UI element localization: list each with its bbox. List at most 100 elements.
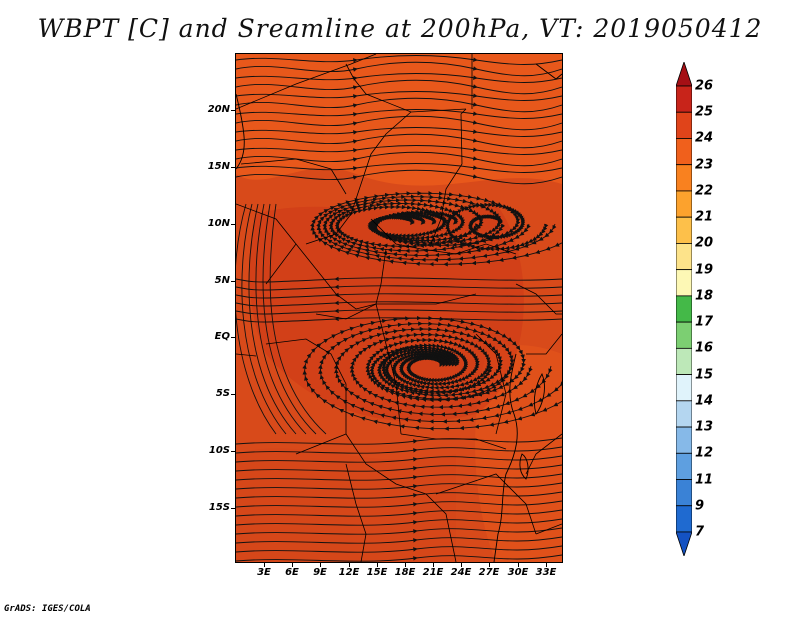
colorbar-label: 9 <box>695 498 705 514</box>
streamline <box>236 518 562 526</box>
lon-label-15e: 15E <box>366 567 388 578</box>
streamline <box>236 536 562 544</box>
streamline <box>236 91 562 101</box>
lon-label-18e: 18E <box>394 567 416 578</box>
lon-tick <box>433 563 434 567</box>
colorbar-label: 20 <box>695 235 714 251</box>
lat-label-5n: 5N <box>214 275 230 286</box>
streamline <box>236 308 562 315</box>
colorbar-box <box>676 347 692 375</box>
chart-title: WBPT [C] and Sreamline at 200hPa, VT: 20… <box>37 14 763 43</box>
streamlines <box>236 55 562 562</box>
streamline <box>236 509 562 517</box>
grads-credit: GrADS: IGES/COLA <box>4 604 91 614</box>
lon-tick <box>518 563 519 567</box>
streamline <box>445 202 549 252</box>
lat-label-15n: 15N <box>207 161 230 172</box>
streamline <box>241 203 287 435</box>
lon-tick <box>264 563 265 567</box>
streamline <box>236 292 562 299</box>
streamline <box>236 73 562 83</box>
streamline <box>236 554 562 562</box>
colorbar-label: 12 <box>695 445 714 461</box>
streamline <box>236 473 562 481</box>
colorbar-box <box>676 164 692 192</box>
colorbar-label: 26 <box>695 78 714 94</box>
colorbar-label: 19 <box>695 262 714 278</box>
colorbar-box <box>676 138 692 166</box>
streamline <box>236 545 562 553</box>
lat-tick <box>231 394 235 395</box>
colorbar-box <box>676 400 692 428</box>
colorbar-label: 21 <box>695 209 714 225</box>
colorbar-label: 15 <box>695 367 714 383</box>
streamline <box>236 61 562 77</box>
lon-tick <box>292 563 293 567</box>
lat-tick <box>231 508 235 509</box>
lon-label-33e: 33E <box>535 567 557 578</box>
colorbar-box <box>676 295 692 323</box>
streamline <box>236 482 562 490</box>
streamline <box>236 145 562 155</box>
lat-label-10n: 10N <box>207 218 230 229</box>
colorbar-min-triangle <box>676 531 692 556</box>
lon-tick <box>489 563 490 567</box>
colorbar-label: 14 <box>695 393 714 409</box>
colorbar-label: 16 <box>695 340 714 356</box>
lat-label-20n: 20N <box>207 104 230 115</box>
streamline <box>334 204 480 249</box>
colorbar-box <box>676 85 692 113</box>
colorbar-box <box>676 479 692 507</box>
country-borders <box>236 54 562 562</box>
colorbar-label: 17 <box>695 314 714 330</box>
colorbar-label: 23 <box>695 157 714 173</box>
colorbar <box>676 62 692 556</box>
lon-tick <box>377 563 378 567</box>
colorbar-label: 11 <box>695 472 714 488</box>
lat-tick <box>231 281 235 282</box>
streamline <box>269 203 327 435</box>
streamline <box>236 316 562 323</box>
lon-tick <box>320 563 321 567</box>
streamline <box>236 203 277 435</box>
wbpt-shade-north <box>236 54 562 186</box>
streamline <box>236 151 562 167</box>
streamline <box>236 127 562 137</box>
streamline <box>236 133 562 149</box>
lat-tick <box>231 337 235 338</box>
colorbar-label: 13 <box>695 419 714 435</box>
lat-label-10s: 10S <box>208 445 230 456</box>
streamline <box>236 491 562 499</box>
streamline <box>248 203 297 435</box>
streamline <box>236 97 562 113</box>
streamline <box>236 446 562 454</box>
colorbar-label: 22 <box>695 183 714 199</box>
lon-label-21e: 21E <box>422 567 444 578</box>
lat-label-15s: 15S <box>208 502 230 513</box>
streamline <box>236 163 562 173</box>
streamline-map <box>236 54 562 562</box>
lat-tick <box>231 110 235 111</box>
colorbar-box <box>676 374 692 402</box>
coastline <box>236 63 562 562</box>
streamline <box>236 300 562 307</box>
colorbar-label: 24 <box>695 130 714 146</box>
lat-tick <box>231 451 235 452</box>
map-panel <box>235 53 563 563</box>
colorbar-box <box>676 243 692 271</box>
lon-label-3e: 3E <box>257 567 271 578</box>
streamline <box>236 437 562 445</box>
colorbar-box <box>676 505 692 533</box>
lon-label-27e: 27E <box>478 567 500 578</box>
streamline <box>262 203 317 435</box>
colorbar-label: 25 <box>695 104 714 120</box>
streamline <box>236 455 562 463</box>
colorbar-label: 7 <box>695 524 705 540</box>
colorbar-box <box>676 111 692 139</box>
lon-label-12e: 12E <box>338 567 360 578</box>
streamline <box>236 527 562 535</box>
colorbar-max-triangle <box>676 62 692 87</box>
colorbar-box <box>676 452 692 480</box>
lat-tick <box>231 167 235 168</box>
lon-tick <box>546 563 547 567</box>
